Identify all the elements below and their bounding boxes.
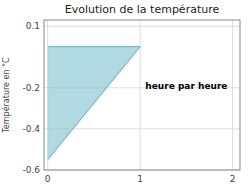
area bbox=[48, 47, 140, 160]
plot-background bbox=[44, 20, 240, 170]
grid bbox=[44, 20, 240, 170]
baseline bbox=[48, 46, 140, 47]
y-tick-label: -0.2 bbox=[22, 83, 40, 93]
title: Evolution de la température bbox=[65, 3, 220, 16]
grid-line bbox=[44, 26, 240, 27]
y-tick-label: 0.1 bbox=[26, 21, 40, 31]
plot-frame bbox=[44, 20, 240, 170]
annotation: heure par heure bbox=[145, 81, 227, 91]
grid-line bbox=[140, 20, 141, 170]
y-axis-label: Température en °C bbox=[1, 57, 11, 134]
marks bbox=[48, 47, 140, 160]
chart: 0 1 2 0.1 -0.2 -0.4 -0.6 heure par heure Evoluti… bbox=[0, 0, 250, 188]
line bbox=[48, 47, 140, 160]
x-tick-label: 2 bbox=[230, 174, 236, 184]
x-tick-label: 1 bbox=[137, 174, 143, 184]
x-tick-label: 0 bbox=[45, 174, 51, 184]
y-tick-label: -0.4 bbox=[22, 124, 40, 134]
y-tick-label: -0.6 bbox=[22, 165, 40, 175]
grid-line bbox=[232, 20, 233, 170]
